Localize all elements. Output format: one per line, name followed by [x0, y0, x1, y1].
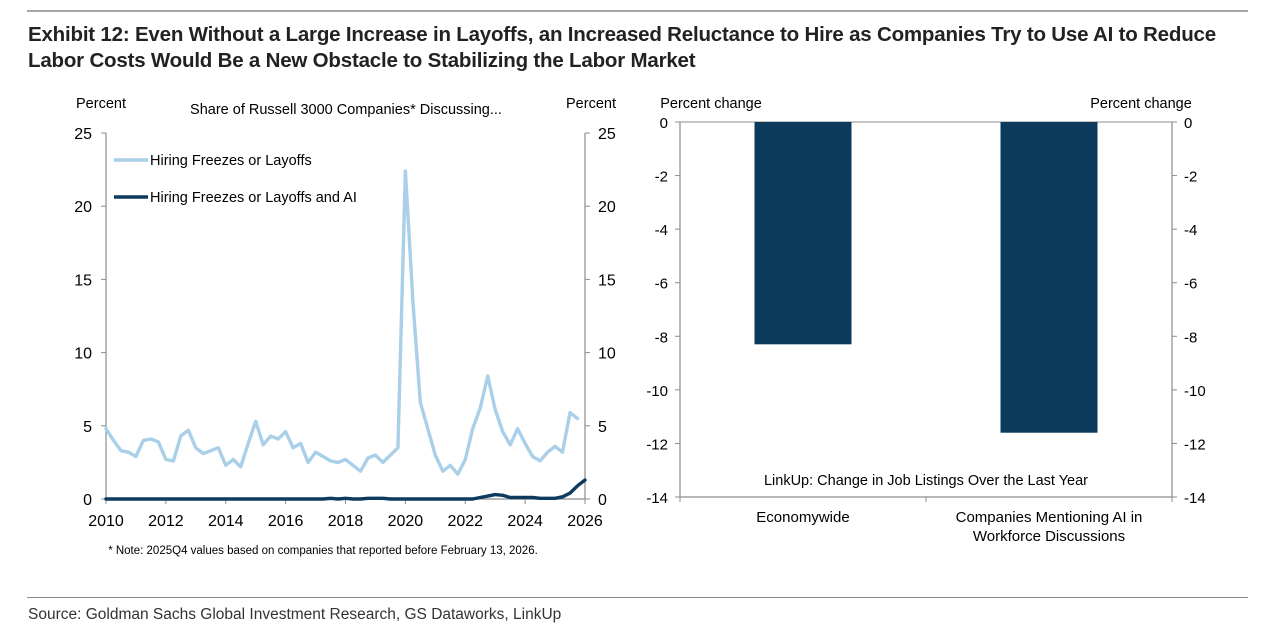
x-tick-label: 2024	[507, 513, 543, 530]
legend-label: Hiring Freezes or Layoffs and AI	[150, 190, 357, 206]
series-line-hiring-freezes-or-layoffs	[104, 169, 580, 476]
x-tick-label: 2012	[148, 513, 184, 530]
exhibit-charts: Percent Percent Share of Russell 3000 Co…	[74, 96, 1205, 557]
x-tick-label: 2022	[447, 513, 483, 530]
y-tick-label-right: 0	[598, 492, 607, 509]
y-tick-label-left: 0	[660, 115, 668, 132]
left-axis-unit-label: Percent change	[660, 96, 762, 112]
y-tick-label-left: 5	[83, 419, 92, 436]
y-tick-label-right: -14	[1184, 490, 1206, 507]
y-tick-label-left: -8	[655, 329, 668, 346]
y-tick-label-right: 10	[598, 346, 616, 363]
source-note: Source: Goldman Sachs Global Investment …	[28, 606, 562, 623]
y-tick-label-right: 25	[598, 126, 616, 143]
y-tick-label-left: 15	[74, 272, 92, 289]
line-chart: Percent Percent Share of Russell 3000 Co…	[74, 96, 616, 557]
y-tick-label-left: -4	[655, 222, 668, 239]
right-axis-unit-label: Percent	[566, 96, 616, 112]
y-tick-label-right: -6	[1184, 276, 1197, 293]
y-tick-label-right: -12	[1184, 436, 1206, 453]
y-tick-label-right: -8	[1184, 329, 1197, 346]
bar-chart: Percent change Percent change 0 0 -2 -2 -4 -4…	[646, 96, 1205, 545]
bar-economywide	[754, 122, 852, 345]
y-tick-label-left: 25	[74, 126, 92, 143]
right-axis-unit-label: Percent change	[1090, 96, 1192, 112]
y-tick-label-left: -2	[655, 169, 668, 186]
line-chart-title: Share of Russell 3000 Companies* Discuss…	[190, 102, 502, 118]
y-tick-label-left: -10	[646, 383, 668, 400]
y-tick-label-right: 15	[598, 272, 616, 289]
category-label: Workforce Discussions	[973, 528, 1125, 545]
bottom-rule	[27, 597, 1248, 598]
y-tick-label-left: -6	[655, 276, 668, 293]
bar-chart-title: LinkUp: Change in Job Listings Over the …	[764, 473, 1088, 489]
category-label: Economywide	[756, 509, 849, 526]
bar-companies-mentioning-ai	[1000, 122, 1098, 433]
left-axis-unit-label: Percent	[76, 96, 126, 112]
y-tick-label-left: 10	[74, 346, 92, 363]
y-tick-label-right: 20	[598, 199, 616, 216]
x-tick-label: 2026	[567, 513, 603, 530]
y-tick-label-right: -4	[1184, 222, 1197, 239]
y-tick-label-right: 5	[598, 419, 607, 436]
legend-label: Hiring Freezes or Layoffs	[150, 153, 312, 169]
top-rule	[27, 10, 1248, 12]
category-label: Companies Mentioning AI in	[956, 509, 1143, 526]
x-tick-label: 2016	[268, 513, 304, 530]
y-tick-label-left: 0	[83, 492, 92, 509]
y-tick-label-left: -12	[646, 436, 668, 453]
exhibit-title: Exhibit 12: Even Without a Large Increas…	[28, 23, 1216, 72]
x-tick-label: 2020	[388, 513, 424, 530]
line-chart-note: * Note: 2025Q4 values based on companies…	[108, 545, 538, 557]
y-tick-label-left: -14	[646, 490, 668, 507]
line-chart-legend: Hiring Freezes or Layoffs Hiring Freezes …	[114, 153, 357, 206]
x-tick-label: 2014	[208, 513, 244, 530]
x-tick-label: 2018	[328, 513, 364, 530]
series-line-hiring-freezes-or-layoffs-and-ai	[104, 478, 587, 501]
y-tick-label-left: 20	[74, 199, 92, 216]
y-tick-label-right: 0	[1184, 115, 1192, 132]
x-tick-label: 2010	[88, 513, 124, 530]
y-tick-label-right: -10	[1184, 383, 1206, 400]
y-tick-label-right: -2	[1184, 169, 1197, 186]
